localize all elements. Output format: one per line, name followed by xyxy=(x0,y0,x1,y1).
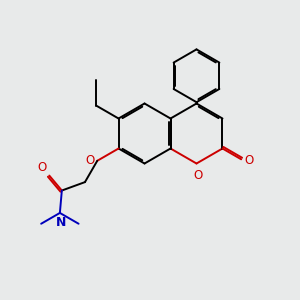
Text: O: O xyxy=(37,161,46,174)
Text: O: O xyxy=(245,154,254,167)
Text: O: O xyxy=(194,169,202,182)
Text: N: N xyxy=(56,216,67,229)
Text: O: O xyxy=(85,154,94,167)
